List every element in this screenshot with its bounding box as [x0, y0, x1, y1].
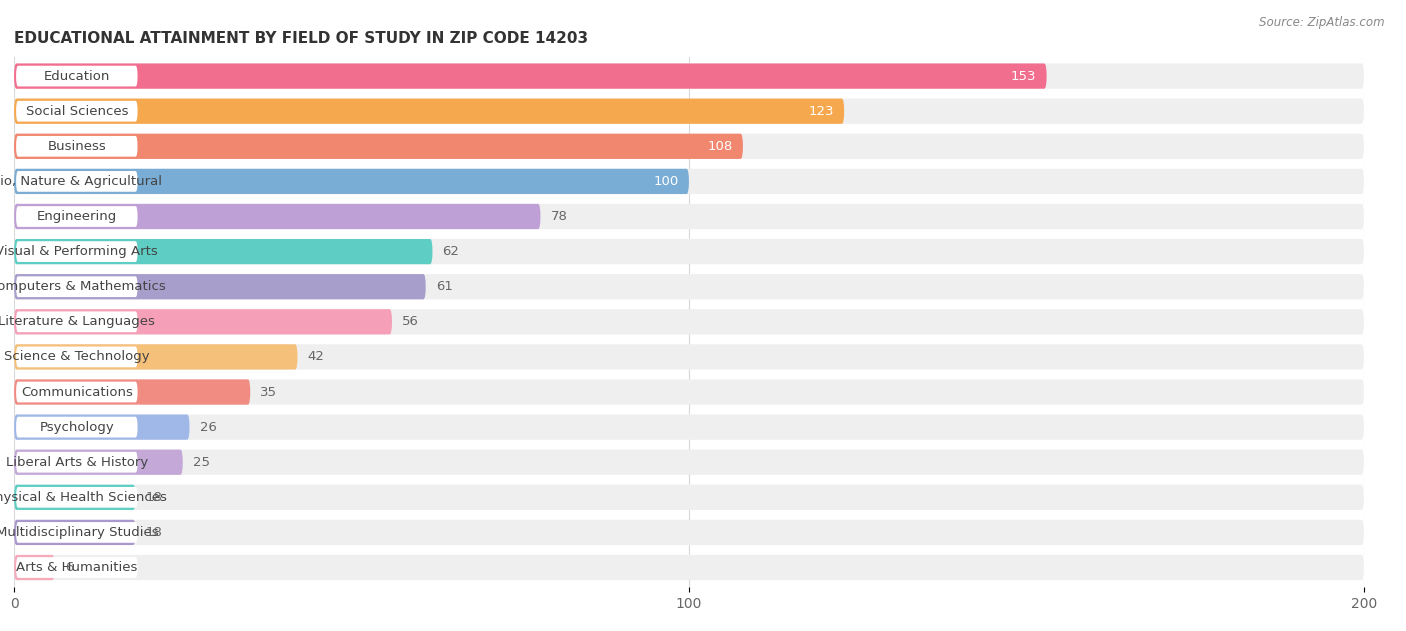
FancyBboxPatch shape [14, 239, 433, 264]
Text: Liberal Arts & History: Liberal Arts & History [6, 456, 148, 469]
Text: Multidisciplinary Studies: Multidisciplinary Studies [0, 526, 157, 539]
FancyBboxPatch shape [14, 520, 1364, 545]
FancyBboxPatch shape [14, 415, 190, 440]
FancyBboxPatch shape [14, 345, 298, 370]
FancyBboxPatch shape [15, 522, 138, 543]
Text: Business: Business [48, 140, 107, 153]
Text: 18: 18 [146, 526, 163, 539]
FancyBboxPatch shape [14, 520, 135, 545]
Text: Arts & Humanities: Arts & Humanities [15, 561, 138, 574]
Text: EDUCATIONAL ATTAINMENT BY FIELD OF STUDY IN ZIP CODE 14203: EDUCATIONAL ATTAINMENT BY FIELD OF STUDY… [14, 31, 588, 46]
FancyBboxPatch shape [15, 416, 138, 437]
FancyBboxPatch shape [14, 555, 1364, 580]
FancyBboxPatch shape [14, 134, 1364, 159]
Text: Visual & Performing Arts: Visual & Performing Arts [0, 245, 159, 258]
Text: 62: 62 [443, 245, 460, 258]
FancyBboxPatch shape [14, 274, 1364, 299]
FancyBboxPatch shape [15, 136, 138, 156]
Text: Physical & Health Sciences: Physical & Health Sciences [0, 491, 167, 504]
FancyBboxPatch shape [15, 276, 138, 297]
Text: 35: 35 [260, 386, 277, 399]
FancyBboxPatch shape [15, 101, 138, 122]
FancyBboxPatch shape [15, 66, 138, 86]
FancyBboxPatch shape [14, 485, 1364, 510]
Text: 6: 6 [65, 561, 73, 574]
Text: 56: 56 [402, 316, 419, 328]
Text: 25: 25 [193, 456, 209, 469]
Text: 123: 123 [808, 105, 834, 118]
FancyBboxPatch shape [14, 64, 1364, 89]
FancyBboxPatch shape [14, 379, 1364, 404]
FancyBboxPatch shape [15, 312, 138, 332]
FancyBboxPatch shape [14, 64, 1046, 89]
Text: Source: ZipAtlas.com: Source: ZipAtlas.com [1260, 16, 1385, 29]
FancyBboxPatch shape [14, 168, 689, 194]
Text: 78: 78 [551, 210, 568, 223]
Text: 100: 100 [654, 175, 679, 188]
FancyBboxPatch shape [14, 555, 55, 580]
Text: 153: 153 [1011, 69, 1036, 83]
Text: Education: Education [44, 69, 110, 83]
Text: 42: 42 [308, 350, 325, 363]
FancyBboxPatch shape [14, 449, 183, 475]
FancyBboxPatch shape [14, 415, 1364, 440]
FancyBboxPatch shape [14, 379, 250, 404]
Text: Computers & Mathematics: Computers & Mathematics [0, 280, 166, 293]
Text: 26: 26 [200, 421, 217, 433]
FancyBboxPatch shape [14, 274, 426, 299]
Text: 18: 18 [146, 491, 163, 504]
Text: Science & Technology: Science & Technology [4, 350, 149, 363]
FancyBboxPatch shape [14, 98, 844, 124]
FancyBboxPatch shape [14, 168, 1364, 194]
Text: Social Sciences: Social Sciences [25, 105, 128, 118]
FancyBboxPatch shape [14, 345, 1364, 370]
FancyBboxPatch shape [14, 204, 540, 229]
Text: 108: 108 [707, 140, 733, 153]
FancyBboxPatch shape [14, 134, 742, 159]
Text: Engineering: Engineering [37, 210, 117, 223]
FancyBboxPatch shape [15, 382, 138, 403]
FancyBboxPatch shape [14, 239, 1364, 264]
FancyBboxPatch shape [14, 98, 1364, 124]
FancyBboxPatch shape [14, 485, 135, 510]
Text: Psychology: Psychology [39, 421, 114, 433]
Text: Literature & Languages: Literature & Languages [0, 316, 155, 328]
FancyBboxPatch shape [15, 241, 138, 262]
FancyBboxPatch shape [15, 452, 138, 473]
FancyBboxPatch shape [15, 346, 138, 367]
Text: Communications: Communications [21, 386, 132, 399]
Text: 61: 61 [436, 280, 453, 293]
FancyBboxPatch shape [14, 309, 1364, 334]
FancyBboxPatch shape [15, 206, 138, 227]
FancyBboxPatch shape [14, 449, 1364, 475]
FancyBboxPatch shape [15, 487, 138, 508]
FancyBboxPatch shape [15, 557, 138, 578]
FancyBboxPatch shape [14, 204, 1364, 229]
FancyBboxPatch shape [15, 171, 138, 192]
FancyBboxPatch shape [14, 309, 392, 334]
Text: Bio, Nature & Agricultural: Bio, Nature & Agricultural [0, 175, 162, 188]
